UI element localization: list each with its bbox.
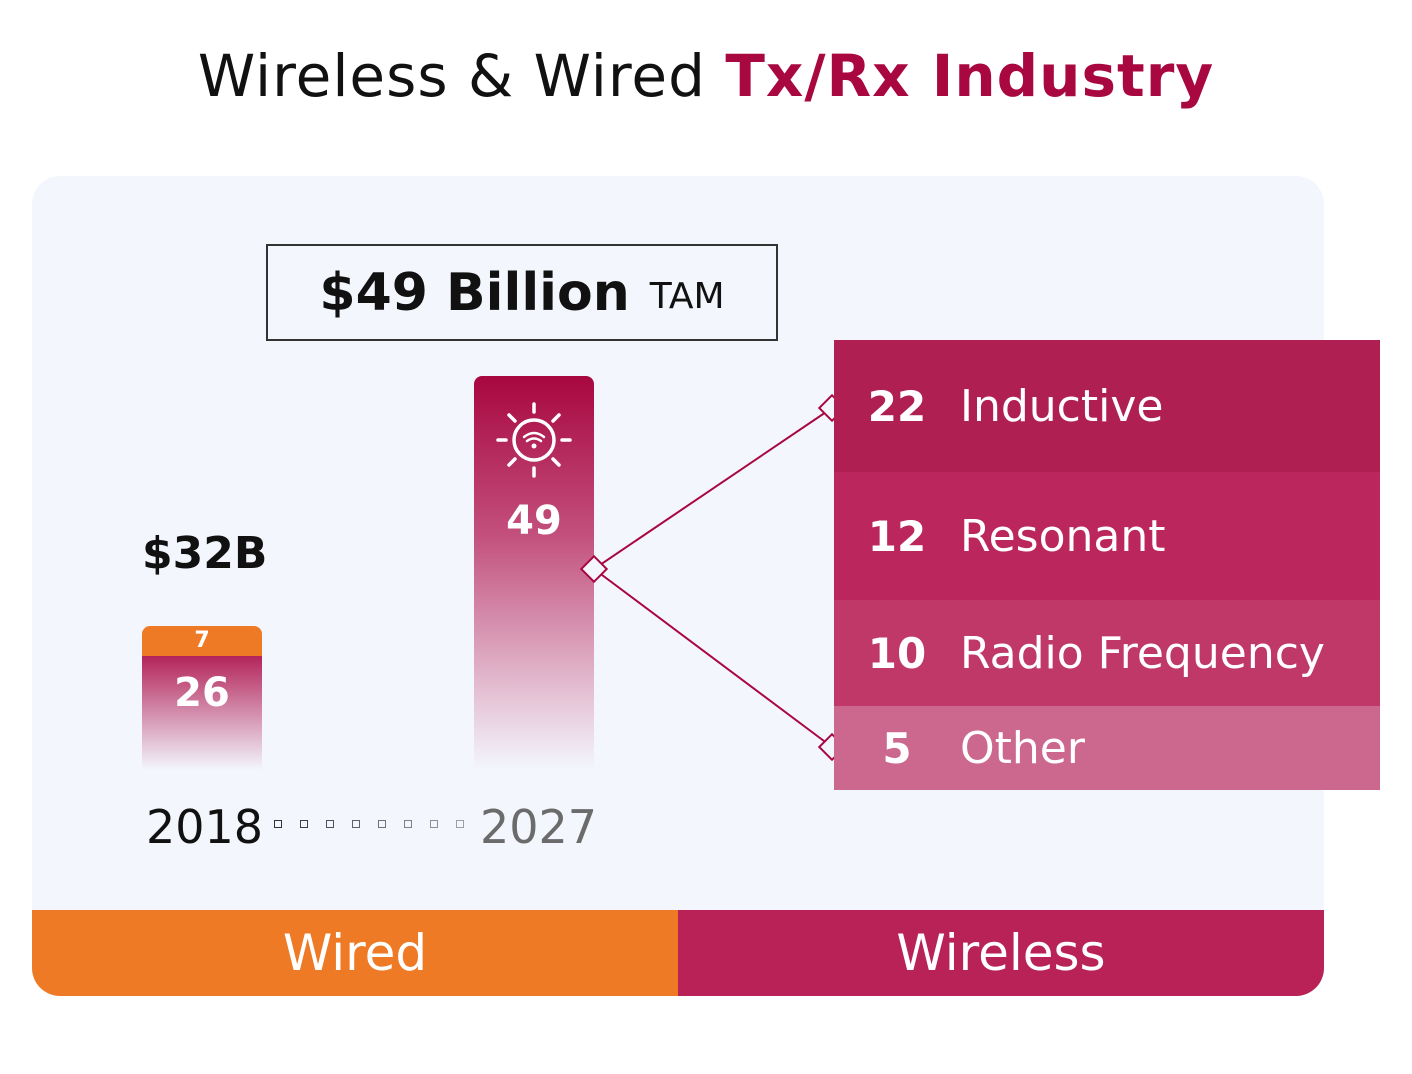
timeline-dot	[300, 820, 308, 828]
timeline-dot	[404, 820, 412, 828]
segment-label: Other	[960, 722, 1085, 774]
year-2027-label: 2027	[480, 800, 598, 854]
segment-row-other: 5 Other	[834, 706, 1380, 790]
segment-row-radio-frequency: 10 Radio Frequency	[834, 600, 1380, 706]
total-2018-label: $32B	[142, 528, 268, 579]
bar-2027: 49	[474, 376, 594, 770]
timeline-dot	[456, 820, 464, 828]
title-accent: Tx/Rx Industry	[725, 42, 1215, 110]
wireless-breakdown-list: 22 Inductive 12 Resonant 10 Radio Freque…	[834, 340, 1380, 790]
connector-node-source	[579, 554, 609, 584]
bar-2018-wireless-segment: 26	[142, 656, 262, 770]
connector-line-bottom	[593, 568, 833, 748]
timeline-dots	[274, 820, 474, 830]
timeline-dot	[326, 820, 334, 828]
segment-label: Radio Frequency	[960, 627, 1325, 679]
tam-value: $49 Billion	[319, 262, 630, 323]
segment-row-resonant: 12 Resonant	[834, 472, 1380, 600]
timeline-dot	[430, 820, 438, 828]
segment-value: 10	[867, 628, 927, 678]
segment-value: 5	[882, 723, 912, 773]
bar-2018-wired-segment: 7	[142, 626, 262, 656]
segment-row-inductive: 22 Inductive	[834, 340, 1380, 472]
wireless-sun-icon	[496, 402, 572, 478]
title-prefix: Wireless & Wired	[197, 42, 726, 110]
connector-line-top	[593, 407, 833, 570]
chart-title: Wireless & Wired Tx/Rx Industry	[0, 42, 1412, 110]
tam-callout: $49 Billion TAM	[266, 244, 778, 341]
tam-suffix: TAM	[649, 276, 725, 317]
segment-label: Resonant	[960, 510, 1166, 562]
segment-label: Inductive	[960, 380, 1164, 432]
legend-footer: Wired Wireless	[32, 910, 1324, 996]
year-2018-label: 2018	[146, 800, 264, 854]
bar-2027-value: 49	[506, 498, 562, 544]
breakdown-connector	[579, 393, 847, 762]
timeline-dot	[352, 820, 360, 828]
legend-wired: Wired	[32, 910, 678, 996]
timeline-dot	[274, 820, 282, 828]
segment-value: 22	[867, 381, 927, 431]
legend-wireless: Wireless	[678, 910, 1324, 996]
timeline-dot	[378, 820, 386, 828]
segment-value: 12	[867, 511, 927, 561]
bar-2018: 7 26	[142, 626, 262, 770]
